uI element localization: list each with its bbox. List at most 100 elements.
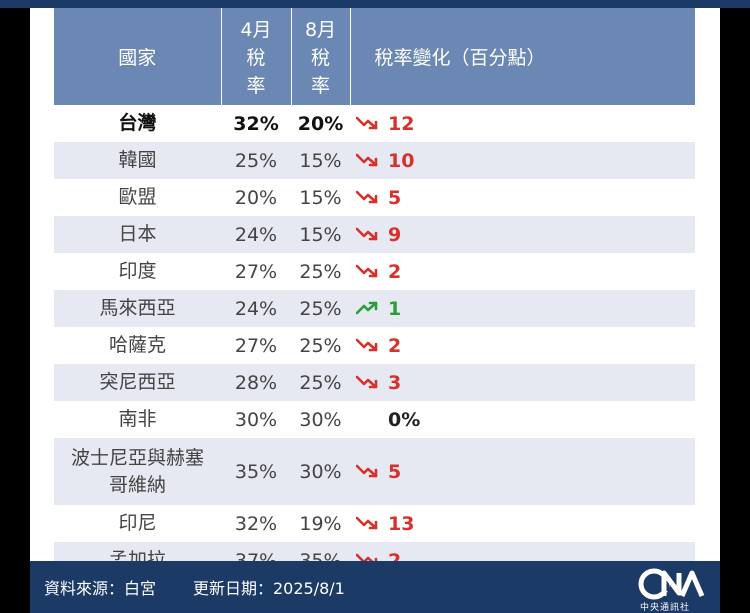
aug-rate-cell: 20% <box>297 112 344 135</box>
aug-rate-cell: 15% <box>291 142 350 179</box>
change-value: 2 <box>388 260 402 283</box>
aug-rate-cell: 35% <box>291 542 350 561</box>
change-cell: 3 <box>350 364 695 401</box>
country-name: 突尼西亞 <box>99 371 176 393</box>
change-cell: 1 <box>350 290 695 327</box>
header-april-rate: 4月 稅 率 <box>220 8 291 105</box>
table-row: 印尼 32% 19% 13 <box>54 505 695 542</box>
aug-rate-cell: 19% <box>299 512 342 535</box>
change-cell: 9 <box>350 216 695 253</box>
april-rate-cell: 35% <box>221 438 291 505</box>
country-cell: 哈薩克 <box>54 327 221 364</box>
source-text: 資料來源：白宮 <box>44 579 157 598</box>
april-rate-cell: 27% <box>234 260 278 283</box>
trending-down-icon <box>355 114 380 130</box>
april-rate-cell: 27% <box>234 334 278 357</box>
april-rate-cell: 24% <box>221 290 291 327</box>
change-cell: 10 <box>350 142 695 179</box>
change-value: 13 <box>388 512 415 535</box>
change-value: 0% <box>388 408 421 431</box>
change-value: 3 <box>388 371 402 394</box>
cna-logo-icon <box>638 568 705 600</box>
header-april-line1: 4月 <box>240 18 272 41</box>
country-name: 韓國 <box>118 149 157 171</box>
country-name: 台灣 <box>118 112 157 134</box>
header-aug-line3: 率 <box>310 74 330 97</box>
aug-rate-cell: 25% <box>299 260 342 283</box>
change-cell: 2 <box>350 327 695 364</box>
trending-down-icon <box>355 151 380 167</box>
table-row: 哈薩克 27% 25% 2 <box>54 327 695 364</box>
header-aug-rate: 8月 稅 率 <box>290 8 350 105</box>
april-rate-cell: 32% <box>233 112 279 135</box>
aug-rate-cell: 15% <box>291 216 350 253</box>
trending-down-icon <box>355 336 380 352</box>
header-april-line3: 率 <box>246 74 266 97</box>
country-cell: 歐盟 <box>54 179 221 216</box>
trending-down-icon <box>355 551 380 561</box>
country-cell: 韓國 <box>54 142 221 179</box>
country-cell: 孟加拉 <box>54 542 221 561</box>
april-rate-cell: 20% <box>234 186 278 209</box>
aug-rate-cell: 25% <box>291 290 350 327</box>
table-row: 印度 27% 25% 2 <box>54 253 695 290</box>
change-value: 2 <box>388 334 402 357</box>
table-header-row: 國家 4月 稅 率 8月 稅 率 稅率變化（百分點） <box>54 8 695 105</box>
no-change-spacer <box>356 410 380 426</box>
table-row: 南非 30% 30% 0% <box>54 401 695 438</box>
change-value: 5 <box>388 460 402 483</box>
table-row: 馬來西亞 24% 25% 1 <box>54 290 695 327</box>
table-row: 突尼西亞 28% 25% 3 <box>54 364 695 401</box>
april-rate-cell: 32% <box>234 512 278 535</box>
trending-down-icon <box>355 225 380 241</box>
change-cell: 13 <box>350 505 695 542</box>
change-value: 2 <box>388 549 402 562</box>
trending-up-icon <box>355 299 380 315</box>
change-cell: 5 <box>350 438 695 505</box>
country-name: 馬來西亞 <box>99 297 176 319</box>
updated-date: 更新日期：2025/8/1 <box>193 579 345 598</box>
table-body: 台灣 32% 20% 12 韓國 25% 15% 10 歐盟 20% 15% 5 日本 24% 15% 9 印度… <box>54 105 695 561</box>
tariff-table-card: 國家 4月 稅 率 8月 稅 率 稅率變化（百分點） 台灣 32% 20% 12 韓國 2… <box>30 8 720 561</box>
header-aug-line1: 8月 <box>304 18 337 41</box>
country-name: 南非 <box>118 408 157 430</box>
change-cell: 2 <box>350 253 695 290</box>
table-row: 台灣 32% 20% 12 <box>54 105 695 142</box>
change-value: 10 <box>388 149 415 172</box>
trending-down-icon <box>355 373 380 389</box>
country-name-line2: 哥維納 <box>108 473 166 496</box>
header-aug-line2: 稅 <box>310 46 330 69</box>
table-row: 歐盟 20% 15% 5 <box>54 179 695 216</box>
trending-down-icon <box>355 262 380 278</box>
table-row: 韓國 25% 15% 10 <box>54 142 695 179</box>
country-name: 印度 <box>118 260 157 282</box>
country-cell: 日本 <box>54 216 221 253</box>
change-cell: 5 <box>350 179 695 216</box>
change-cell: 2 <box>350 542 695 561</box>
aug-rate-cell: 30% <box>291 438 350 505</box>
table-row: 日本 24% 15% 9 <box>54 216 695 253</box>
trending-down-icon <box>355 514 380 530</box>
aug-rate-cell: 15% <box>299 186 342 209</box>
country-cell: 馬來西亞 <box>54 290 221 327</box>
aug-rate-cell: 30% <box>299 408 342 431</box>
logo-caption: 中央通訊社 <box>640 603 691 613</box>
country-name: 印尼 <box>118 512 157 534</box>
april-rate-cell: 28% <box>221 364 291 401</box>
country-cell: 突尼西亞 <box>54 364 221 401</box>
trending-down-icon <box>355 188 380 204</box>
header-country: 國家 <box>54 8 221 105</box>
tariff-table: 國家 4月 稅 率 8月 稅 率 稅率變化（百分點） 台灣 32% 20% 12 韓國 2… <box>54 8 695 561</box>
country-cell: 波士尼亞與赫塞 哥維納 <box>54 438 221 505</box>
change-value: 9 <box>388 223 402 246</box>
april-rate-cell: 30% <box>234 408 278 431</box>
country-name: 歐盟 <box>118 186 157 208</box>
april-rate-cell: 37% <box>221 542 291 561</box>
aug-rate-cell: 25% <box>291 364 350 401</box>
top-bar <box>0 0 750 8</box>
change-cell: 12 <box>350 105 695 142</box>
footer-bar: 資料來源：白宮 更新日期：2025/8/1 中央通訊社 <box>30 561 720 613</box>
april-rate-cell: 25% <box>221 142 291 179</box>
change-value: 5 <box>388 186 402 209</box>
table-row: 波士尼亞與赫塞 哥維納 35% 30% 5 <box>54 438 695 505</box>
